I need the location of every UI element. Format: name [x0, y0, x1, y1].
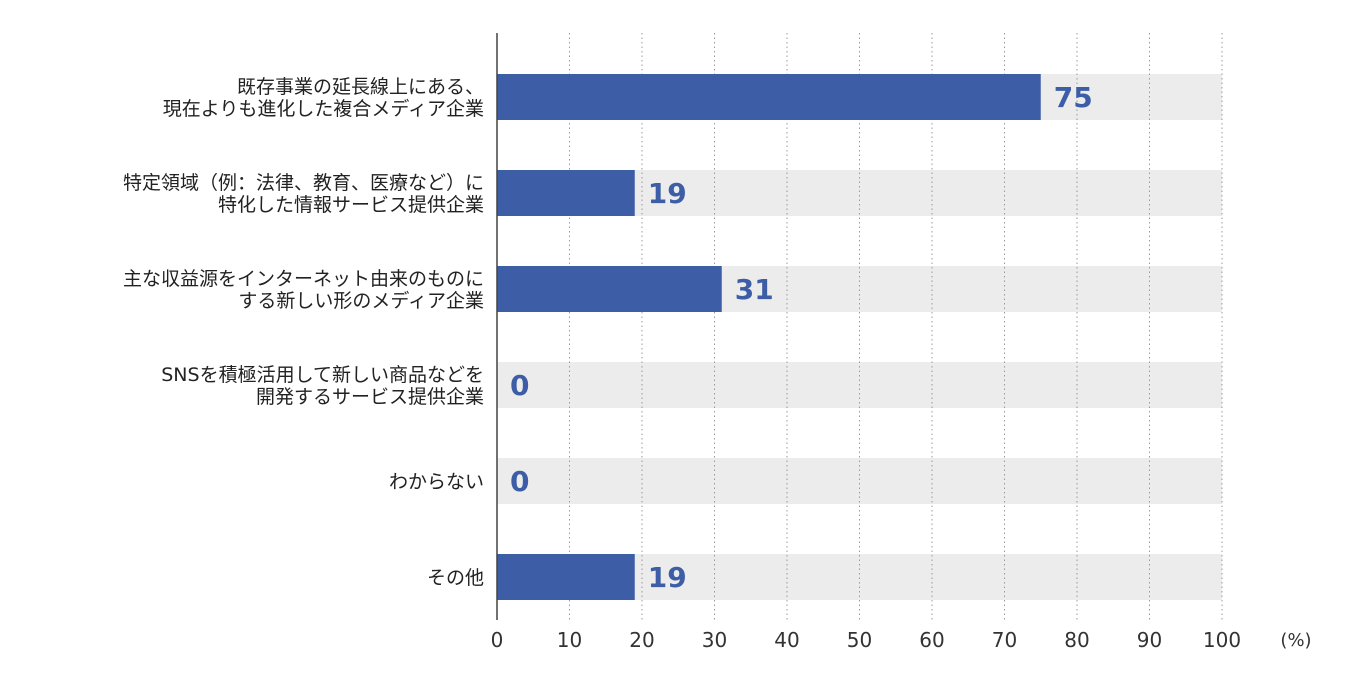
bars [497, 74, 1041, 600]
category-label: 現在よりも進化した複合メディア企業 [163, 98, 484, 120]
value-label: 0 [510, 369, 529, 402]
category-label: 主な収益源をインターネット由来のものに [123, 268, 484, 290]
value-label: 0 [510, 465, 529, 498]
x-tick-label: 0 [491, 628, 504, 652]
value-label: 19 [648, 561, 687, 594]
value-label: 75 [1054, 81, 1093, 114]
x-tick-label: 10 [557, 628, 582, 652]
x-tick-labels: 0 10 20 30 40 50 60 70 80 90 100 [491, 628, 1241, 652]
category-label: SNSを積極活用して新しい商品などを [161, 364, 484, 386]
category-label: する新しい形のメディア企業 [238, 290, 484, 312]
x-axis-unit: (%) [1280, 630, 1311, 651]
bar [497, 554, 635, 600]
category-label: 既存事業の延長線上にある、 [237, 76, 484, 98]
category-label: わからない [389, 471, 484, 493]
category-label: その他 [427, 567, 484, 589]
gridlines [569, 33, 1223, 620]
bar [497, 74, 1041, 120]
x-tick-label: 90 [1137, 628, 1162, 652]
bar-tracks [497, 74, 1222, 600]
x-tick-label: 20 [629, 628, 654, 652]
category-label: 開発するサービス提供企業 [256, 386, 484, 408]
x-tick-label: 30 [702, 628, 727, 652]
category-labels: 既存事業の延長線上にある、現在よりも進化した複合メディア企業特定領域（例：法律、… [123, 76, 484, 589]
bar [497, 170, 635, 216]
category-label: 特化した情報サービス提供企業 [218, 194, 484, 216]
x-tick-label: 70 [992, 628, 1017, 652]
value-label: 19 [648, 177, 687, 210]
x-tick-label: 60 [919, 628, 944, 652]
x-tick-label: 100 [1203, 628, 1241, 652]
value-label: 31 [735, 273, 774, 306]
value-labels: 75 19 31 0 0 19 [510, 81, 1093, 594]
bar [497, 266, 722, 312]
x-tick-label: 80 [1064, 628, 1089, 652]
x-tick-label: 40 [774, 628, 799, 652]
category-label: 特定領域（例：法律、教育、医療など）に [123, 172, 484, 194]
x-tick-label: 50 [847, 628, 872, 652]
